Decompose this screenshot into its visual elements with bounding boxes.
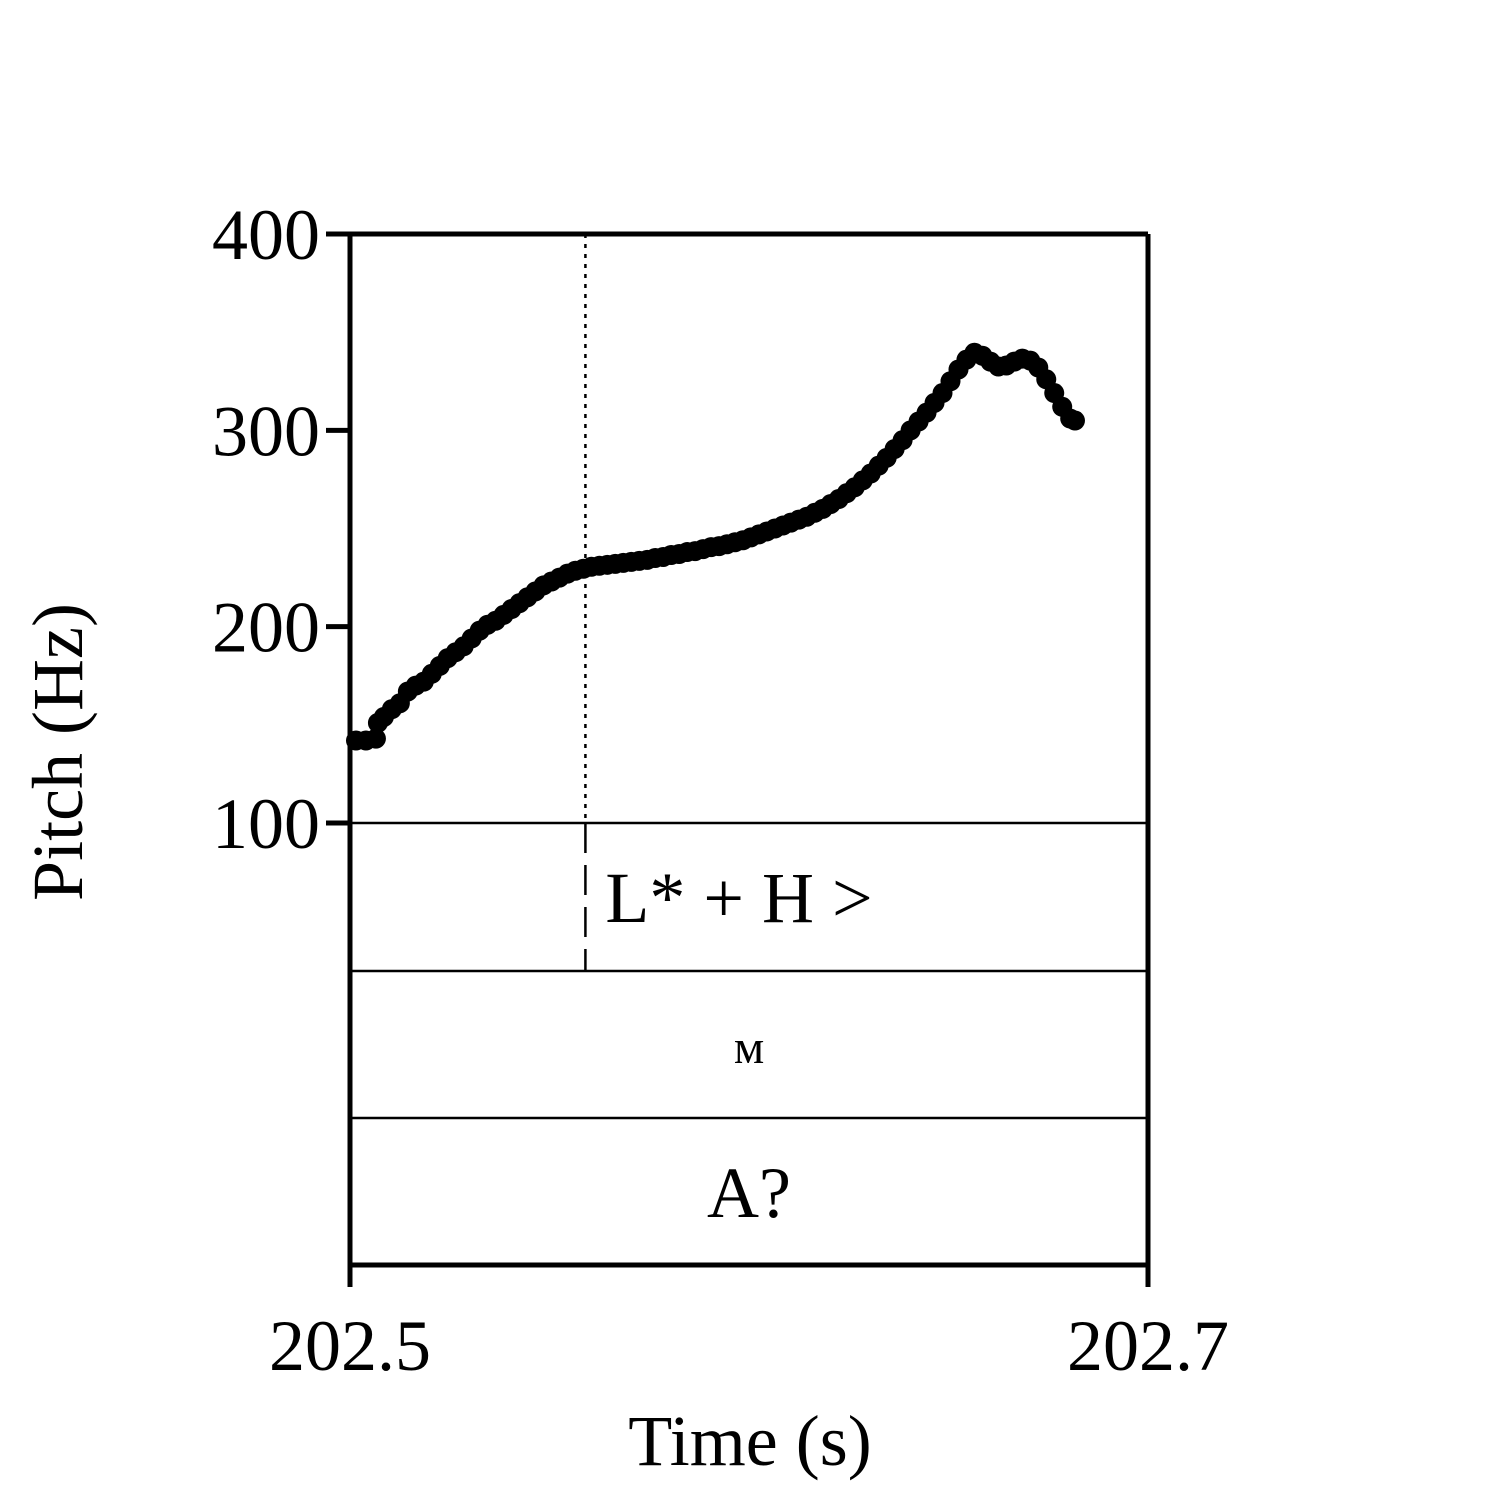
y-tick-label: 300: [212, 391, 320, 471]
tier-2-label: м: [734, 1021, 764, 1074]
plot-frame: [347, 231, 1151, 1268]
tier-3-label: А?: [707, 1153, 791, 1233]
y-tick-label: 100: [212, 784, 320, 864]
y-axis: 100 200 300 400: [212, 195, 350, 864]
x-tick-label: 202.5: [269, 1306, 431, 1386]
x-tick-label: 202.7: [1067, 1306, 1229, 1386]
x-axis: 202.5 202.7: [269, 1265, 1229, 1386]
pitch-point: [365, 728, 386, 749]
y-tick-label: 400: [212, 195, 320, 275]
pitch-series: [345, 342, 1085, 751]
tier-1-label: L* + H >: [605, 858, 872, 938]
pitch-point: [1064, 410, 1085, 431]
annotation-tiers: L* + H > м А?: [350, 821, 1148, 1233]
y-axis-title: Pitch (Hz): [18, 603, 98, 901]
x-axis-title: Time (s): [628, 1401, 871, 1481]
y-tick-label: 200: [212, 588, 320, 668]
